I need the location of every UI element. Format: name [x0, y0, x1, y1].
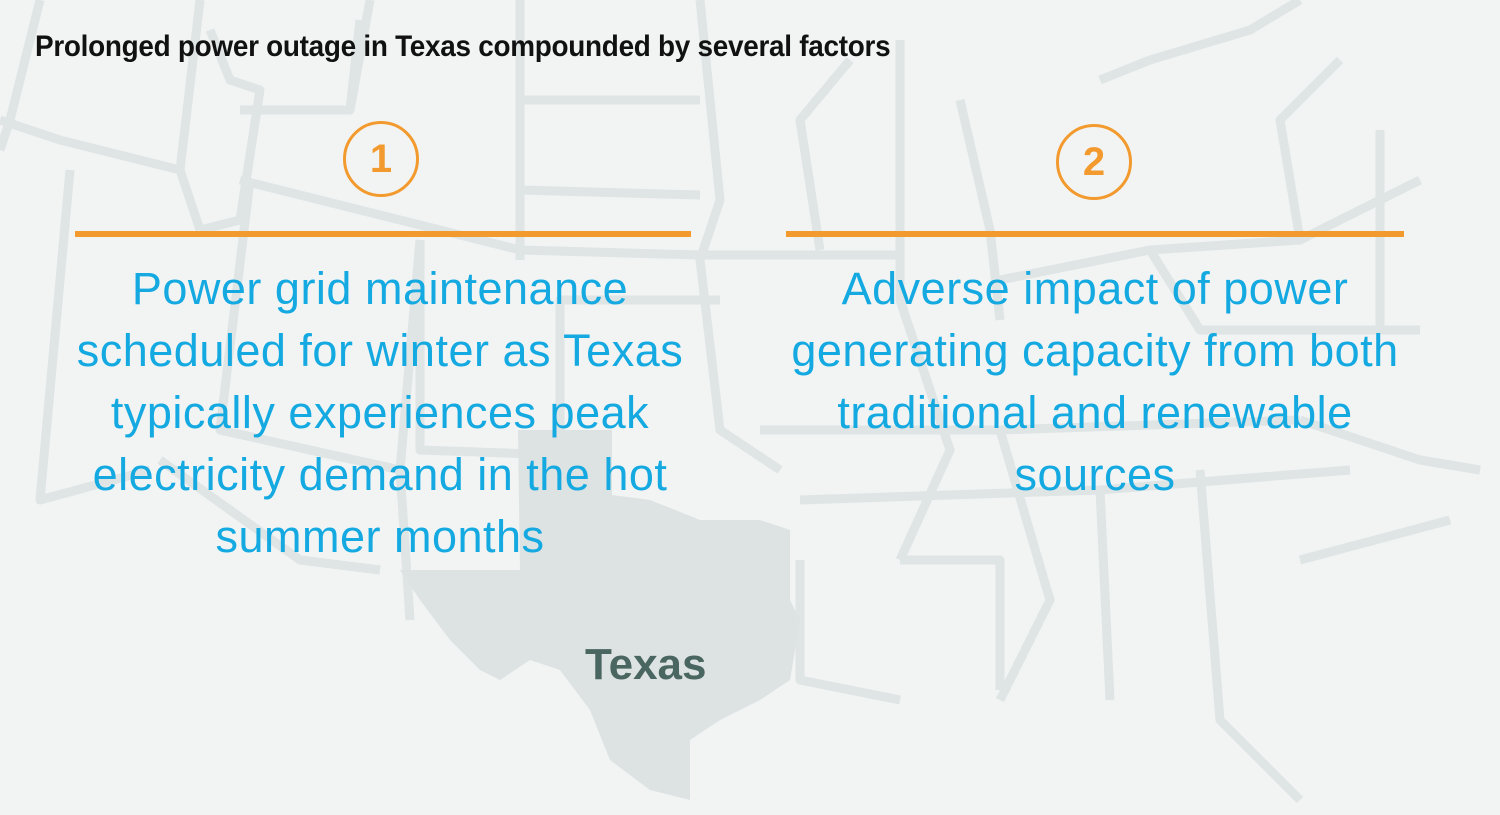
factor-text: Adverse impact of power generating capac…: [791, 263, 1399, 500]
number-badge: 2: [1056, 124, 1132, 200]
texas-label: Texas: [585, 640, 707, 689]
factor-text: Power grid maintenance scheduled for win…: [76, 263, 684, 562]
divider-rule: [786, 231, 1404, 237]
number-badge: 1: [343, 121, 419, 197]
texas-shape: [400, 430, 800, 800]
divider-rule: [75, 231, 691, 237]
page-title: Prolonged power outage in Texas compound…: [35, 30, 891, 63]
